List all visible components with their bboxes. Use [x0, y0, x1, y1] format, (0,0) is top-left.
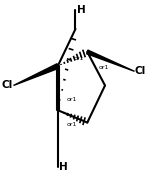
Polygon shape	[87, 50, 135, 71]
Text: or1: or1	[74, 56, 84, 61]
Text: Cl: Cl	[2, 80, 13, 90]
Text: Cl: Cl	[135, 66, 146, 76]
Text: H: H	[77, 4, 86, 15]
Text: H: H	[59, 162, 68, 172]
Text: or1: or1	[67, 122, 77, 127]
Text: or1: or1	[99, 65, 110, 70]
Polygon shape	[14, 64, 59, 85]
Text: or1: or1	[67, 97, 77, 102]
